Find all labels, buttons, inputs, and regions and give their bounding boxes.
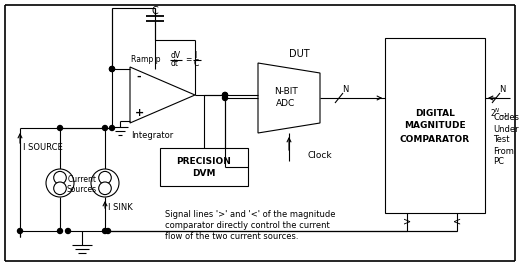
Text: PC: PC [493, 157, 504, 167]
Text: From: From [493, 147, 514, 156]
Circle shape [110, 66, 114, 72]
Text: Under: Under [493, 124, 518, 134]
Text: Codes: Codes [493, 114, 519, 123]
Circle shape [91, 169, 119, 197]
Circle shape [223, 95, 228, 101]
Text: flow of the two current sources.: flow of the two current sources. [165, 232, 298, 241]
Text: comparator directly control the current: comparator directly control the current [165, 221, 330, 230]
Text: Sources: Sources [67, 185, 97, 194]
Circle shape [102, 228, 108, 234]
Circle shape [99, 171, 111, 184]
Text: Test: Test [493, 135, 510, 144]
Polygon shape [258, 63, 320, 133]
Bar [385, 38, 485, 213]
Text: MAGNITUDE: MAGNITUDE [404, 122, 466, 131]
Text: +: + [134, 108, 144, 118]
Text: C: C [152, 6, 159, 16]
Circle shape [110, 66, 114, 72]
Circle shape [223, 93, 228, 98]
Circle shape [46, 169, 74, 197]
Text: Ramp p: Ramp p [131, 56, 161, 64]
Circle shape [58, 126, 62, 131]
Text: dV: dV [171, 52, 181, 60]
Circle shape [58, 228, 62, 234]
Bar [160, 148, 248, 186]
Text: C: C [194, 60, 199, 69]
Text: N: N [342, 85, 348, 94]
Text: N-BIT: N-BIT [274, 88, 298, 97]
Circle shape [106, 228, 111, 234]
Text: -: - [137, 72, 141, 82]
Text: Integrator: Integrator [131, 131, 173, 139]
Text: =: = [185, 56, 191, 64]
Circle shape [66, 228, 71, 234]
Text: Clock: Clock [307, 151, 332, 160]
Circle shape [18, 228, 22, 234]
Circle shape [223, 93, 228, 98]
Text: N: N [499, 85, 505, 94]
Text: Current: Current [68, 176, 97, 185]
Text: Signal lines '>' and '<' of the magnitude: Signal lines '>' and '<' of the magnitud… [165, 210, 335, 219]
Text: DUT: DUT [289, 49, 309, 59]
Text: PRECISION: PRECISION [177, 156, 231, 165]
Text: DIGITAL: DIGITAL [415, 109, 455, 118]
Circle shape [99, 182, 111, 195]
Text: DVM: DVM [192, 169, 216, 178]
Circle shape [102, 126, 108, 131]
Text: COMPARATOR: COMPARATOR [400, 135, 470, 143]
Text: $2^N$$_{-1}$: $2^N$$_{-1}$ [490, 106, 509, 120]
Circle shape [54, 182, 67, 195]
Text: I SOURCE: I SOURCE [23, 143, 63, 152]
Circle shape [54, 171, 67, 184]
Polygon shape [130, 67, 195, 123]
Circle shape [110, 126, 114, 131]
Text: I SINK: I SINK [108, 202, 133, 211]
Text: <: < [453, 216, 461, 226]
Text: >: > [403, 216, 411, 226]
Text: ADC: ADC [276, 99, 296, 109]
Text: I: I [194, 52, 196, 60]
Text: dt: dt [171, 60, 179, 69]
